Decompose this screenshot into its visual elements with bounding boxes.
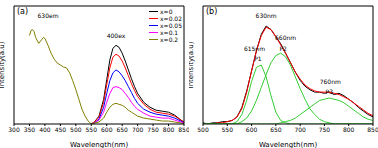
svg-text:660nm: 660nm xyxy=(275,34,296,41)
svg-text:400ex: 400ex xyxy=(107,32,126,39)
svg-text:800: 800 xyxy=(343,126,355,133)
svg-text:350: 350 xyxy=(24,126,36,133)
svg-text:750: 750 xyxy=(147,126,159,133)
svg-text:600: 600 xyxy=(101,126,113,133)
html-text:x=0.2: x=0.2 xyxy=(160,36,179,43)
svg-text:P1: P1 xyxy=(254,55,262,62)
svg-text:400: 400 xyxy=(39,126,51,133)
html-text:x=0.1: x=0.1 xyxy=(160,29,179,36)
svg-text:800: 800 xyxy=(163,126,175,133)
svg-text:615nm: 615nm xyxy=(244,45,265,52)
svg-text:630em: 630em xyxy=(38,12,59,19)
svg-text:750: 750 xyxy=(319,126,331,133)
svg-text:500: 500 xyxy=(197,126,209,133)
svg-text:Wavelength(nm): Wavelength(nm) xyxy=(259,141,318,148)
html-text:x=0.05: x=0.05 xyxy=(160,22,182,29)
svg-text:P3: P3 xyxy=(326,88,334,95)
svg-text:700: 700 xyxy=(294,126,306,133)
svg-text:550: 550 xyxy=(222,126,234,133)
svg-text:850: 850 xyxy=(178,126,189,133)
html-text:(a): (a) xyxy=(17,7,29,16)
svg-text:700: 700 xyxy=(132,126,144,133)
svg-text:500: 500 xyxy=(70,126,82,133)
svg-text:P2: P2 xyxy=(279,45,287,52)
svg-text:550: 550 xyxy=(86,126,98,133)
svg-text:850: 850 xyxy=(367,126,370,133)
html-text:x=0.02: x=0.02 xyxy=(160,15,182,22)
svg-text:Intensity(a.u): Intensity(a.u) xyxy=(189,41,195,88)
svg-text:650: 650 xyxy=(270,126,282,133)
svg-text:650: 650 xyxy=(116,126,128,133)
svg-text:760nm: 760nm xyxy=(320,78,341,85)
html-text:x=0: x=0 xyxy=(160,8,173,15)
svg-text:630nm: 630nm xyxy=(256,12,277,19)
svg-text:450: 450 xyxy=(55,126,67,133)
svg-text:300: 300 xyxy=(8,126,20,133)
svg-text:600: 600 xyxy=(246,126,258,133)
html-text:(b): (b) xyxy=(206,7,218,16)
svg-text:Wavelength(nm): Wavelength(nm) xyxy=(70,141,129,148)
